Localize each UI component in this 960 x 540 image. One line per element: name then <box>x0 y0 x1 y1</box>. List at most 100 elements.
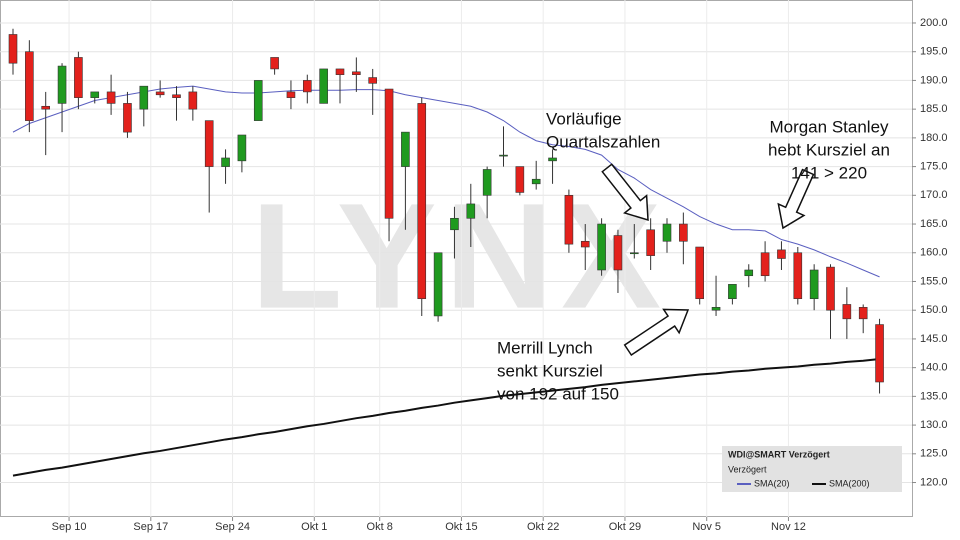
candle-body <box>106 91 116 104</box>
candle-body <box>155 91 165 96</box>
arrow <box>777 168 815 230</box>
annotation: Morgan Stanley <box>769 117 889 136</box>
candle-body <box>482 169 492 196</box>
candle-body <box>662 223 672 242</box>
candle-body <box>433 252 443 317</box>
candle-body <box>8 34 18 64</box>
sma-line <box>12 85 880 278</box>
annotation: von 192 auf 150 <box>497 384 619 403</box>
candle-body <box>858 307 868 320</box>
candle-body <box>793 252 803 300</box>
x-tick-label: Okt 15 <box>445 521 477 533</box>
y-tick-label: 140.0 <box>920 362 948 374</box>
candle-body <box>499 154 508 157</box>
candle-body <box>319 68 328 104</box>
annotation: Merrill Lynch <box>497 338 593 357</box>
y-tick-label: 150.0 <box>920 304 948 316</box>
y-tick-label: 160.0 <box>920 247 948 259</box>
y-tick-label: 180.0 <box>920 132 948 144</box>
candle-body <box>564 195 574 245</box>
y-tick-label: 185.0 <box>920 103 948 115</box>
candle-body <box>41 105 51 110</box>
candle-body <box>57 65 67 104</box>
x-tick-label: Sep 10 <box>52 521 87 533</box>
candle-body <box>548 157 557 162</box>
sma-line <box>12 358 880 477</box>
candle-body <box>728 284 737 300</box>
x-tick-label: Okt 8 <box>367 521 393 533</box>
legend-title: WDI@SMART Verzögert <box>728 449 830 459</box>
candle-body <box>515 166 525 193</box>
candle-body <box>826 266 835 311</box>
y-tick-label: 125.0 <box>920 448 948 460</box>
candle-body <box>384 88 394 219</box>
watermark: LYNX <box>251 172 669 340</box>
candle-body <box>777 249 786 259</box>
y-tick-label: 145.0 <box>920 333 948 345</box>
y-tick-label: 190.0 <box>920 74 948 86</box>
candle-body <box>842 304 852 320</box>
candle-body <box>629 252 639 255</box>
y-tick-label: 200.0 <box>920 17 948 29</box>
candle-body <box>172 94 181 98</box>
candle-body <box>204 120 214 167</box>
y-tick-label: 155.0 <box>920 275 948 287</box>
candle-body <box>139 85 149 110</box>
candle-body <box>580 240 590 248</box>
legend-label: SMA(200) <box>829 478 870 488</box>
y-tick-label: 120.0 <box>920 476 948 488</box>
candle-body <box>90 91 100 98</box>
annotation: hebt Kursziel an <box>768 140 890 159</box>
candle-body <box>711 307 721 311</box>
candle-body <box>597 223 606 271</box>
legend-subtitle: Verzögert <box>728 464 767 474</box>
candle-body <box>531 178 541 185</box>
candle-body <box>646 229 655 256</box>
candle-body <box>368 77 378 84</box>
x-tick-label: Nov 5 <box>692 521 721 533</box>
candle-body <box>809 269 819 300</box>
y-tick-label: 195.0 <box>920 46 948 58</box>
candle-body <box>237 134 247 162</box>
candle-body <box>760 252 770 277</box>
y-tick-label: 135.0 <box>920 390 948 402</box>
arrow <box>601 163 649 222</box>
annotation: Quartalszahlen <box>546 132 660 151</box>
candle-body <box>253 80 263 121</box>
y-tick-label: 130.0 <box>920 419 948 431</box>
candle-body <box>123 103 132 133</box>
x-tick-label: Sep 17 <box>133 521 168 533</box>
candle-body <box>613 235 623 271</box>
candle-body <box>450 217 459 231</box>
legend-label: SMA(20) <box>754 478 790 488</box>
plot-frame <box>0 0 913 517</box>
annotation: senkt Kursziel <box>497 361 603 380</box>
candle-body <box>270 57 279 70</box>
annotation: 141 > 220 <box>791 163 867 182</box>
arrow <box>623 308 690 357</box>
candle-body <box>401 131 410 167</box>
candle-body <box>352 71 361 75</box>
x-tick-label: Okt 29 <box>609 521 641 533</box>
x-tick-label: Okt 1 <box>301 521 327 533</box>
candle-body <box>188 91 198 110</box>
y-tick-label: 165.0 <box>920 218 948 230</box>
x-tick-label: Okt 22 <box>527 521 559 533</box>
candle-body <box>25 51 34 121</box>
candle-body <box>302 80 312 93</box>
candle-body <box>335 68 345 75</box>
candle-body <box>221 157 230 167</box>
candle-body <box>695 246 705 300</box>
x-tick-label: Sep 24 <box>215 521 250 533</box>
y-tick-label: 175.0 <box>920 160 948 172</box>
x-tick-label: Nov 12 <box>771 521 806 533</box>
candle-body <box>875 324 884 383</box>
annotation: Vorläufige <box>546 109 622 128</box>
candle-body <box>679 223 688 242</box>
candle-body <box>466 203 476 219</box>
candle-body <box>74 57 83 98</box>
candle-body <box>744 269 754 277</box>
candle-body <box>286 91 296 98</box>
candle-body <box>417 103 427 300</box>
